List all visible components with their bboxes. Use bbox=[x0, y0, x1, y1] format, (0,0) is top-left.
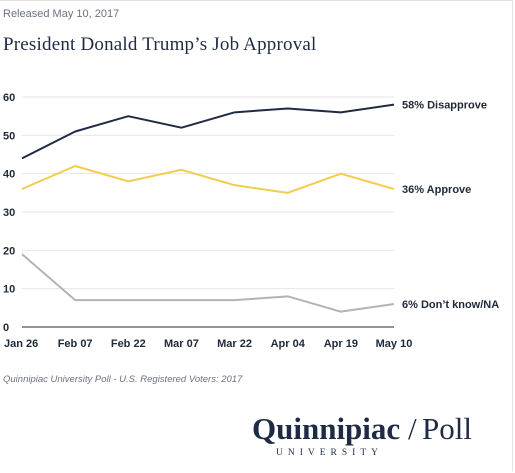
x-tick-label: Jan 26 bbox=[4, 338, 38, 350]
series-lines bbox=[21, 103, 395, 313]
series-line-dontknow bbox=[21, 253, 395, 313]
series-line-approve bbox=[21, 165, 395, 194]
quinnipiac-poll-logo: Quinnipiac / Poll UNIVERSITY bbox=[252, 411, 472, 458]
x-tick-label: Feb 07 bbox=[58, 338, 93, 350]
y-tick-label: 0 bbox=[3, 322, 9, 334]
y-tick-label: 10 bbox=[3, 284, 15, 296]
y-tick-label: 60 bbox=[3, 92, 15, 104]
series-labels: 58% Disapprove 36% Approve 6% Don’t know/N… bbox=[402, 100, 499, 311]
y-axis-ticks: 0 10 20 30 40 50 60 bbox=[3, 92, 15, 334]
y-tick-label: 30 bbox=[3, 207, 15, 219]
chart-title: President Donald Trump’s Job Approval bbox=[3, 34, 317, 55]
grid-lines bbox=[22, 96, 394, 328]
x-tick-label: May 10 bbox=[376, 338, 413, 350]
y-tick-label: 20 bbox=[3, 245, 15, 257]
release-date: Released May 10, 2017 bbox=[3, 8, 120, 20]
x-tick-label: Mar 07 bbox=[164, 338, 199, 350]
series-line-disapprove bbox=[21, 103, 395, 160]
y-tick-label: 40 bbox=[3, 169, 15, 181]
logo-poll-word: Poll bbox=[422, 411, 472, 446]
logo-university: UNIVERSITY bbox=[276, 448, 383, 458]
series-label-dontknow: 6% Don’t know/NA bbox=[402, 299, 499, 311]
x-tick-label: Apr 04 bbox=[271, 338, 306, 350]
line-chart: 0 10 20 30 40 50 60 Jan 26 Feb 07 Feb 22 Mar 07 Ma… bbox=[3, 92, 499, 350]
y-tick-label: 50 bbox=[3, 130, 15, 142]
x-tick-label: Mar 22 bbox=[217, 338, 252, 350]
series-label-disapprove: 58% Disapprove bbox=[402, 100, 487, 112]
logo-divider: / bbox=[408, 411, 417, 446]
x-tick-label: Apr 19 bbox=[324, 338, 358, 350]
x-axis-ticks: Jan 26 Feb 07 Feb 22 Mar 07 Mar 22 Apr 04 Apr … bbox=[4, 338, 412, 350]
source-note: Quinnipiac University Poll - U.S. Regist… bbox=[3, 374, 243, 385]
series-label-approve: 36% Approve bbox=[402, 184, 471, 196]
x-tick-label: Feb 22 bbox=[111, 338, 146, 350]
logo-wordmark: Quinnipiac bbox=[252, 411, 400, 446]
